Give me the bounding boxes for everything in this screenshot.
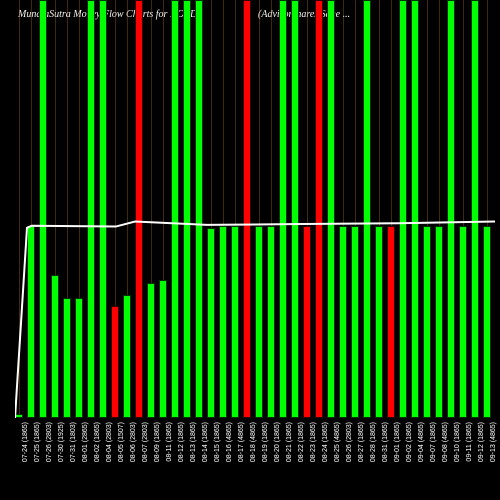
x-axis-label: 09-02 (1865) <box>406 422 413 462</box>
x-axis-label: 08-23 (1865) <box>310 422 317 462</box>
x-axis-label: 07-25 (1865) <box>34 422 41 462</box>
x-axis-label: 08-02 (1865) <box>94 422 101 462</box>
volume-bar <box>159 280 167 418</box>
x-axis-label: 08-07 (2803) <box>142 422 149 462</box>
x-axis-label: 08-01 (2865) <box>82 422 89 462</box>
x-axis-label: 09-07 (1865) <box>430 422 437 462</box>
volume-bar <box>111 306 119 418</box>
x-axis-label: 09-10 (1865) <box>454 422 461 462</box>
volume-bar <box>363 0 371 418</box>
x-axis-label: 08-26 (2803) <box>346 422 353 462</box>
volume-bar <box>423 226 431 418</box>
x-axis-label: 09-12 (1865) <box>478 422 485 462</box>
x-axis-label: 08-27 (1865) <box>358 422 365 462</box>
volume-bar <box>99 0 107 418</box>
x-axis-label: 08-19 (1865) <box>262 422 269 462</box>
x-axis-label: 08-16 (4865) <box>226 422 233 462</box>
volume-bar <box>147 283 155 418</box>
volume-bar <box>123 295 131 418</box>
x-axis-label: 08-14 (1865) <box>202 422 209 462</box>
x-axis-label: 08-21 (1865) <box>286 422 293 462</box>
volume-bar <box>327 0 335 418</box>
volume-bar <box>411 0 419 418</box>
volume-bar <box>39 0 47 418</box>
volume-bar <box>183 0 191 418</box>
x-axis-label: 08-25 (4865) <box>334 422 341 462</box>
x-axis-label: 07-24 (1865) <box>22 422 29 462</box>
volume-bar <box>195 0 203 418</box>
x-axis-label: 09-01 (1865) <box>394 422 401 462</box>
chart-plot-area <box>15 0 495 418</box>
x-axis-label: 08-15 (1865) <box>214 422 221 462</box>
x-axis-label: 08-05 (1507) <box>118 422 125 462</box>
x-axis-label: 08-11 (1865) <box>166 422 173 462</box>
volume-bar <box>87 0 95 418</box>
volume-bar <box>459 226 467 418</box>
volume-bar <box>375 226 383 418</box>
volume-bar <box>447 0 455 418</box>
x-axis-label: 09-11 (1865) <box>466 422 473 462</box>
x-axis-label: 07-30 (1925) <box>58 422 65 462</box>
volume-bar <box>303 226 311 418</box>
volume-bar <box>267 226 275 418</box>
volume-bar <box>231 226 239 418</box>
x-axis-label: 07-31 (1803) <box>70 422 77 462</box>
volume-bar <box>135 0 143 418</box>
volume-bar <box>63 298 71 418</box>
x-axis-label: 08-06 (2803) <box>130 422 137 462</box>
volume-bar <box>351 226 359 418</box>
volume-bar <box>279 0 287 418</box>
volume-bar <box>255 226 263 418</box>
x-axis-label: 08-09 (1865) <box>154 422 161 462</box>
x-axis-label: 08-17 (4865) <box>238 422 245 462</box>
x-axis: 07-24 (1865) 07-25 (1865) 07-26 (2803) 07-3… <box>15 418 495 500</box>
volume-bar <box>315 0 323 418</box>
x-axis-label: 08-24 (1865) <box>322 422 329 462</box>
volume-bar <box>387 226 395 418</box>
x-axis-label: 08-20 (1865) <box>274 422 281 462</box>
gridline <box>19 0 20 418</box>
volume-bar <box>339 226 347 418</box>
x-axis-label: 08-31 (1865) <box>382 422 389 462</box>
x-axis-label: 09-04 (4865) <box>418 422 425 462</box>
volume-bar <box>243 0 251 418</box>
x-axis-label: 08-22 (1865) <box>298 422 305 462</box>
volume-bar <box>471 0 479 418</box>
x-axis-label: 09-13 (4865) <box>490 422 497 462</box>
volume-bar <box>435 226 443 418</box>
volume-bar <box>27 226 35 418</box>
x-axis-label: 08-12 (1865) <box>178 422 185 462</box>
x-axis-label: 08-04 (2803) <box>106 422 113 462</box>
volume-bar <box>399 0 407 418</box>
x-axis-label: 08-13 (1865) <box>190 422 197 462</box>
volume-bar <box>483 226 491 418</box>
volume-bar <box>207 228 215 418</box>
x-axis-label: 08-18 (4865) <box>250 422 257 462</box>
volume-bar <box>291 0 299 418</box>
volume-bar <box>219 226 227 418</box>
x-axis-label: 08-28 (1865) <box>370 422 377 462</box>
volume-bar <box>75 298 83 418</box>
x-axis-label: 07-26 (2803) <box>46 422 53 462</box>
volume-bar <box>171 0 179 418</box>
x-axis-label: 09-08 (4865) <box>442 422 449 462</box>
volume-bar <box>51 275 59 418</box>
